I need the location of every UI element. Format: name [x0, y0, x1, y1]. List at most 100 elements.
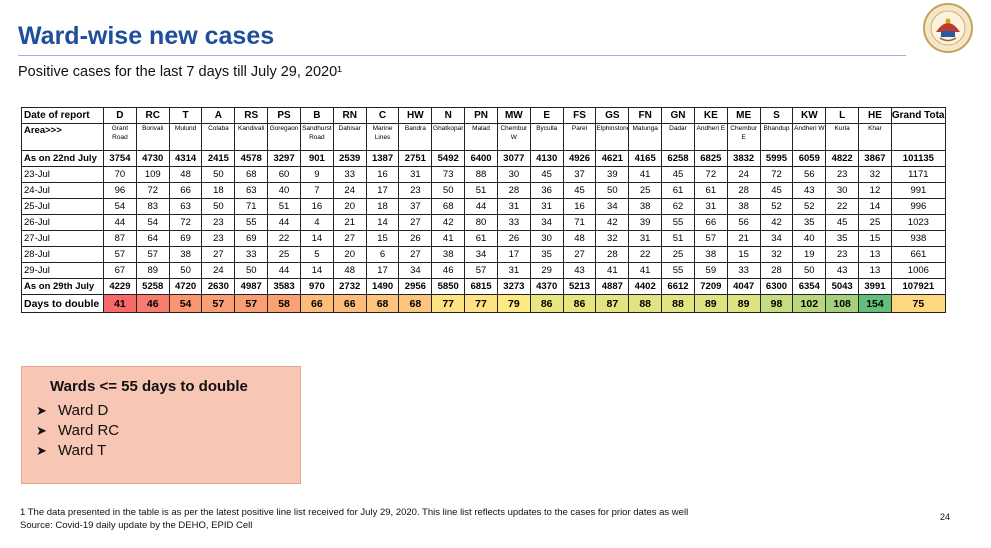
table-cell: 83 [135, 198, 170, 215]
table-cell: 13 [858, 262, 892, 279]
table-cell: 15 [726, 246, 761, 263]
table-cell: 40 [792, 230, 827, 247]
callout-title: Wards <= 55 days to double [50, 378, 248, 395]
table-cell: 44 [464, 198, 498, 215]
table-cell: 24 [332, 182, 367, 199]
table-cell: 50 [201, 198, 236, 215]
table-cell: 31 [628, 230, 663, 247]
table-cell: 64 [135, 230, 170, 247]
table-cell: 30 [496, 166, 531, 183]
doubling-cell: 57 [201, 294, 236, 313]
doubling-cell: 88 [628, 294, 663, 313]
table-row: As on 29th July 4229 5258 4720 2630 4987 3583 9… [21, 278, 946, 295]
table-cell: 34 [529, 214, 564, 231]
table-cell: 70 [103, 166, 137, 183]
list-item: ➤ Ward T [36, 441, 119, 461]
table-cell: 4887 [595, 278, 630, 295]
table-row: 28-Jul 57 57 38 27 33 25 5 20 6 27 38 34 17 35 27 28 22 25… [21, 246, 946, 263]
table-cell: 27 [201, 246, 236, 263]
table-cell: 4047 [726, 278, 761, 295]
table-cell: 9 [299, 166, 334, 183]
table-cell: 14 [365, 214, 400, 231]
table-cell: 25 [858, 214, 892, 231]
table-cell: 3583 [267, 278, 301, 295]
table-cell: 56 [792, 166, 827, 183]
doubling-cell: 86 [562, 294, 597, 313]
table-cell: 4720 [168, 278, 203, 295]
source-line: Source: Covid-19 daily update by the DEH… [20, 520, 253, 531]
table-cell: 107921 [890, 278, 946, 295]
table-cell: 33 [726, 262, 761, 279]
table-cell: 4621 [595, 150, 630, 167]
table-cell: 45 [759, 182, 794, 199]
table-cell: 43 [562, 262, 597, 279]
table-cell: 69 [234, 230, 269, 247]
table-cell: 970 [299, 278, 334, 295]
table-cell: 19 [792, 246, 827, 263]
row-label: 24-Jul [21, 182, 104, 199]
doubling-cell: 41 [103, 294, 137, 313]
table-cell: 5850 [431, 278, 466, 295]
table-cell: 61 [661, 182, 695, 199]
table-cell: 80 [464, 214, 498, 231]
column-header: PS [267, 107, 301, 124]
area-name: Chembur E [726, 123, 761, 151]
table-cell: 55 [661, 214, 695, 231]
table-cell: 27 [562, 246, 597, 263]
table-cell: 6400 [464, 150, 498, 167]
table-cell: 18 [201, 182, 236, 199]
table-cell: 28 [496, 182, 531, 199]
table-cell: 4987 [234, 278, 269, 295]
table-cell: 34 [398, 262, 433, 279]
table-cell: 33 [332, 166, 367, 183]
table-cell: 66 [168, 182, 203, 199]
column-header: N [431, 107, 466, 124]
table-cell: 34 [464, 246, 498, 263]
footnote-line: 1 The data presented in the table is as … [20, 507, 689, 518]
table-cell: 31 [529, 198, 564, 215]
area-name: Kandivali [234, 123, 269, 151]
doubling-cell: 68 [398, 294, 433, 313]
table-cell: 27 [332, 230, 367, 247]
table-cell: 57 [103, 246, 137, 263]
table-cell: 21 [332, 214, 367, 231]
table-cell: 6300 [759, 278, 794, 295]
table-cell: 67 [103, 262, 137, 279]
table-cell: 27 [398, 214, 433, 231]
table-cell: 7 [299, 182, 334, 199]
table-cell: 57 [693, 230, 728, 247]
table-cell: 71 [234, 198, 269, 215]
table-cell: 31 [496, 262, 531, 279]
table-cell: 2956 [398, 278, 433, 295]
table-cell: 6815 [464, 278, 498, 295]
area-name: Marine Lines [365, 123, 400, 151]
table-cell: 3754 [103, 150, 137, 167]
table-cell: 51 [267, 198, 301, 215]
table-cell: 13 [858, 246, 892, 263]
table-cell: 38 [693, 246, 728, 263]
row-label: 27-Jul [21, 230, 104, 247]
table-cell: 40 [267, 182, 301, 199]
doubling-cell: 68 [365, 294, 400, 313]
arrow-bullet-icon: ➤ [36, 403, 47, 418]
area-name: Chembur W [496, 123, 531, 151]
area-name: Dadar [661, 123, 695, 151]
table-cell: 1171 [890, 166, 946, 183]
table-row: 29-Jul 67 89 50 24 50 44 14 48 17 34 46 57 31 29 43 41 41… [21, 262, 946, 279]
table-cell: 6059 [792, 150, 827, 167]
table-cell: 17 [365, 182, 400, 199]
table-cell: 38 [628, 198, 663, 215]
table-cell: 6354 [792, 278, 827, 295]
area-name: Ghatkopar [431, 123, 466, 151]
table-cell: 28 [726, 182, 761, 199]
table-cell: 51 [661, 230, 695, 247]
table-cell: 50 [234, 262, 269, 279]
table-cell: 45 [825, 214, 860, 231]
table-cell: 1023 [890, 214, 946, 231]
table-cell: 52 [759, 198, 794, 215]
ward-name: Ward D [58, 402, 109, 419]
ward-name: Ward RC [58, 422, 120, 439]
wards-callout-box: Wards <= 55 days to double ➤ Ward D ➤ Ward… [21, 366, 301, 484]
table-cell: 1490 [365, 278, 400, 295]
table-cell: 32 [595, 230, 630, 247]
